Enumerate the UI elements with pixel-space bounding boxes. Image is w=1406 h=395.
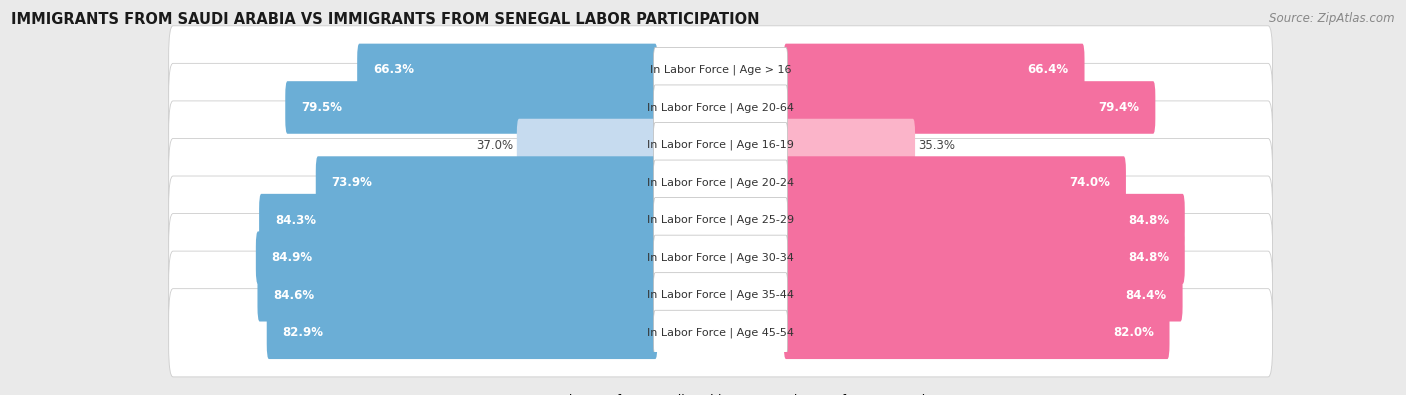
Text: Source: ZipAtlas.com: Source: ZipAtlas.com xyxy=(1270,12,1395,25)
FancyBboxPatch shape xyxy=(783,81,1156,134)
Text: In Labor Force | Age 16-19: In Labor Force | Age 16-19 xyxy=(647,140,794,150)
Text: 66.3%: 66.3% xyxy=(373,64,413,76)
Text: In Labor Force | Age 45-54: In Labor Force | Age 45-54 xyxy=(647,327,794,338)
Legend: Immigrants from Saudi Arabia, Immigrants from Senegal: Immigrants from Saudi Arabia, Immigrants… xyxy=(510,389,931,395)
FancyBboxPatch shape xyxy=(169,63,1272,152)
FancyBboxPatch shape xyxy=(267,307,658,359)
FancyBboxPatch shape xyxy=(259,194,658,246)
Text: IMMIGRANTS FROM SAUDI ARABIA VS IMMIGRANTS FROM SENEGAL LABOR PARTICIPATION: IMMIGRANTS FROM SAUDI ARABIA VS IMMIGRAN… xyxy=(11,12,759,27)
Text: 37.0%: 37.0% xyxy=(477,139,513,152)
FancyBboxPatch shape xyxy=(256,231,658,284)
FancyBboxPatch shape xyxy=(783,307,1170,359)
FancyBboxPatch shape xyxy=(783,231,1185,284)
FancyBboxPatch shape xyxy=(654,122,787,167)
FancyBboxPatch shape xyxy=(316,156,658,209)
Text: In Labor Force | Age 25-29: In Labor Force | Age 25-29 xyxy=(647,215,794,226)
Text: In Labor Force | Age 30-34: In Labor Force | Age 30-34 xyxy=(647,252,794,263)
FancyBboxPatch shape xyxy=(654,160,787,205)
FancyBboxPatch shape xyxy=(783,156,1126,209)
FancyBboxPatch shape xyxy=(654,47,787,92)
Text: 82.0%: 82.0% xyxy=(1112,326,1154,339)
FancyBboxPatch shape xyxy=(285,81,658,134)
Text: 66.4%: 66.4% xyxy=(1028,64,1069,76)
FancyBboxPatch shape xyxy=(783,194,1185,246)
FancyBboxPatch shape xyxy=(169,26,1272,114)
FancyBboxPatch shape xyxy=(654,273,787,318)
Text: In Labor Force | Age > 16: In Labor Force | Age > 16 xyxy=(650,65,792,75)
Text: In Labor Force | Age 20-64: In Labor Force | Age 20-64 xyxy=(647,102,794,113)
Text: 79.5%: 79.5% xyxy=(301,101,342,114)
FancyBboxPatch shape xyxy=(783,269,1182,322)
FancyBboxPatch shape xyxy=(357,43,658,96)
FancyBboxPatch shape xyxy=(169,139,1272,227)
FancyBboxPatch shape xyxy=(783,43,1084,96)
FancyBboxPatch shape xyxy=(169,214,1272,302)
FancyBboxPatch shape xyxy=(654,235,787,280)
FancyBboxPatch shape xyxy=(654,198,787,243)
FancyBboxPatch shape xyxy=(517,119,658,171)
FancyBboxPatch shape xyxy=(169,251,1272,339)
Text: In Labor Force | Age 35-44: In Labor Force | Age 35-44 xyxy=(647,290,794,301)
FancyBboxPatch shape xyxy=(169,101,1272,189)
Text: 84.8%: 84.8% xyxy=(1128,214,1168,227)
Text: 84.8%: 84.8% xyxy=(1128,251,1168,264)
FancyBboxPatch shape xyxy=(257,269,658,322)
Text: 84.4%: 84.4% xyxy=(1126,289,1167,302)
FancyBboxPatch shape xyxy=(654,85,787,130)
Text: 84.3%: 84.3% xyxy=(276,214,316,227)
Text: 79.4%: 79.4% xyxy=(1098,101,1139,114)
Text: 74.0%: 74.0% xyxy=(1069,176,1111,189)
Text: In Labor Force | Age 20-24: In Labor Force | Age 20-24 xyxy=(647,177,794,188)
FancyBboxPatch shape xyxy=(783,119,915,171)
Text: 82.9%: 82.9% xyxy=(283,326,323,339)
FancyBboxPatch shape xyxy=(654,310,787,356)
FancyBboxPatch shape xyxy=(169,176,1272,264)
Text: 35.3%: 35.3% xyxy=(918,139,955,152)
Text: 84.6%: 84.6% xyxy=(273,289,315,302)
FancyBboxPatch shape xyxy=(169,289,1272,377)
Text: 84.9%: 84.9% xyxy=(271,251,312,264)
Text: 73.9%: 73.9% xyxy=(332,176,373,189)
